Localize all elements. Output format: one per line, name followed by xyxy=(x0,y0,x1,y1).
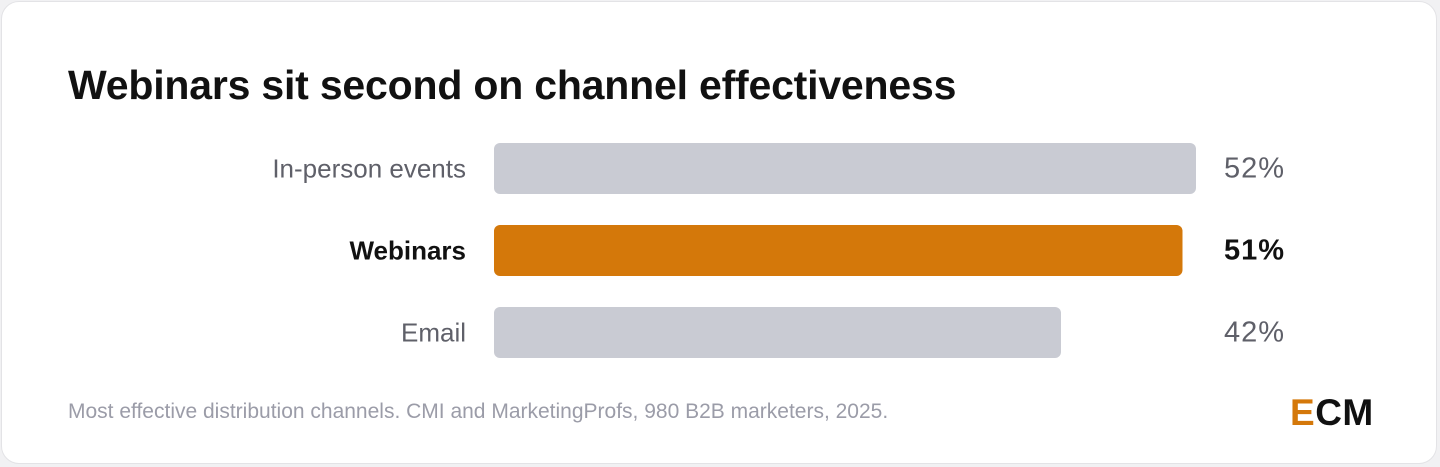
chart-footnote: Most effective distribution channels. CM… xyxy=(68,400,889,423)
category-label-email: Email xyxy=(401,318,466,348)
logo-letters: CM xyxy=(1315,392,1374,433)
bar-in-person-events xyxy=(494,143,1196,194)
bar-webinars xyxy=(494,225,1183,276)
logo-accent-letter: E xyxy=(1290,392,1316,433)
value-label-in-person-events: 52% xyxy=(1224,153,1285,185)
category-label-in-person-events: In-person events xyxy=(272,154,466,184)
brand-logo: ECM xyxy=(1290,392,1374,434)
value-label-email: 42% xyxy=(1224,317,1285,349)
value-label-webinars: 51% xyxy=(1224,235,1285,267)
category-label-webinars: Webinars xyxy=(349,236,466,266)
chart-title: Webinars sit second on channel effective… xyxy=(68,62,957,108)
bar-email xyxy=(494,307,1061,358)
